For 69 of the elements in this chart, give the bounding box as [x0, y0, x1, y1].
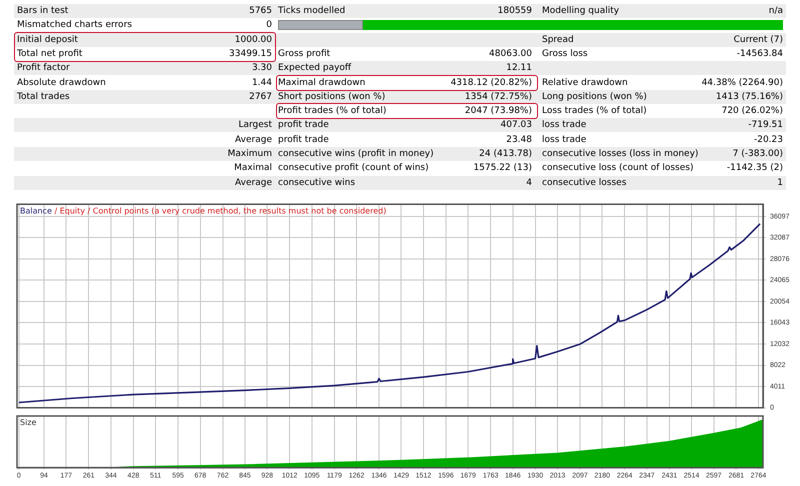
text: Profit factor: [17, 62, 70, 76]
text: profit trade: [278, 119, 329, 132]
text: 1: [777, 176, 783, 190]
text: 1413 (75.16%): [716, 90, 783, 104]
text: loss trade: [542, 119, 586, 132]
text: 48063.00: [489, 48, 532, 61]
text: Ticks modelled: [278, 5, 346, 18]
text: 1575.22 (13): [473, 162, 532, 176]
text: profit trade: [278, 134, 329, 147]
text: consecutive losses: [542, 176, 626, 190]
text: 1000.00: [234, 34, 272, 47]
text: Absolute drawdown: [17, 76, 106, 90]
text: Profit trades (% of total): [278, 105, 386, 118]
annotation: Equity: [60, 206, 86, 216]
text: 5765: [249, 5, 272, 18]
text: Relative drawdown: [542, 76, 628, 90]
text: 7 (-383.00): [732, 148, 783, 161]
text: 33499.15: [229, 48, 272, 61]
text: -719.51: [748, 119, 783, 132]
text: 4318.12 (20.82%): [450, 76, 532, 90]
text: 180559: [498, 5, 532, 18]
text: Gross loss: [542, 48, 588, 61]
text: Loss trades (% of total): [542, 105, 647, 118]
text: Bars in test: [17, 5, 68, 18]
text: 720 (26.02%): [722, 105, 783, 118]
text: -20.23: [754, 134, 783, 147]
text: 23.48: [506, 134, 532, 147]
text: Maximal: [234, 162, 272, 176]
annotation: Control points (a very crude method, the results must not be considered): [92, 206, 386, 216]
text: Short positions (won %): [278, 90, 386, 104]
text: Total trades: [17, 90, 70, 104]
annotation: /: [54, 206, 58, 216]
text: 4: [526, 176, 532, 190]
text: Current (7): [734, 34, 783, 47]
text: consecutive wins: [278, 176, 356, 190]
text: 1354 (72.75%): [464, 90, 532, 104]
text: consecutive wins (profit in money): [278, 148, 434, 161]
text: n/a: [768, 5, 783, 18]
text: consecutive loss (count of losses): [542, 162, 694, 176]
text: consecutive profit (count of wins): [278, 162, 429, 176]
text: Initial deposit: [17, 34, 78, 47]
text: Long positions (won %): [542, 90, 647, 104]
text: 0: [266, 19, 272, 32]
text: 2047 (73.98%): [464, 105, 532, 118]
text: Spread: [542, 34, 574, 47]
text: Mismatched charts errors: [17, 19, 132, 32]
text: Average: [235, 134, 272, 147]
annotation: /: [88, 206, 91, 216]
text: 407.03: [500, 119, 532, 132]
text: Maximal drawdown: [278, 76, 366, 90]
text: 24 (413.78): [479, 148, 532, 161]
text: 12.11: [506, 62, 532, 76]
chart-title: Size: [20, 418, 36, 428]
text: consecutive losses (loss in money): [542, 148, 698, 161]
text: 1.44: [252, 76, 272, 90]
text: loss trade: [542, 134, 586, 147]
text: 3.30: [252, 62, 272, 76]
text: Maximum: [228, 148, 272, 161]
text: 2767: [249, 90, 272, 104]
text: -14563.84: [736, 48, 783, 61]
text: Balance: [20, 206, 52, 216]
text: Total net profit: [17, 48, 82, 61]
text: Largest: [238, 119, 272, 132]
text: Average: [235, 176, 272, 190]
text: -1142.35 (2): [726, 162, 783, 176]
text: 44.38% (2264.90): [702, 76, 783, 90]
text: Expected payoff: [278, 62, 352, 76]
text: Modelling quality: [542, 5, 620, 18]
text: Gross profit: [278, 48, 330, 61]
